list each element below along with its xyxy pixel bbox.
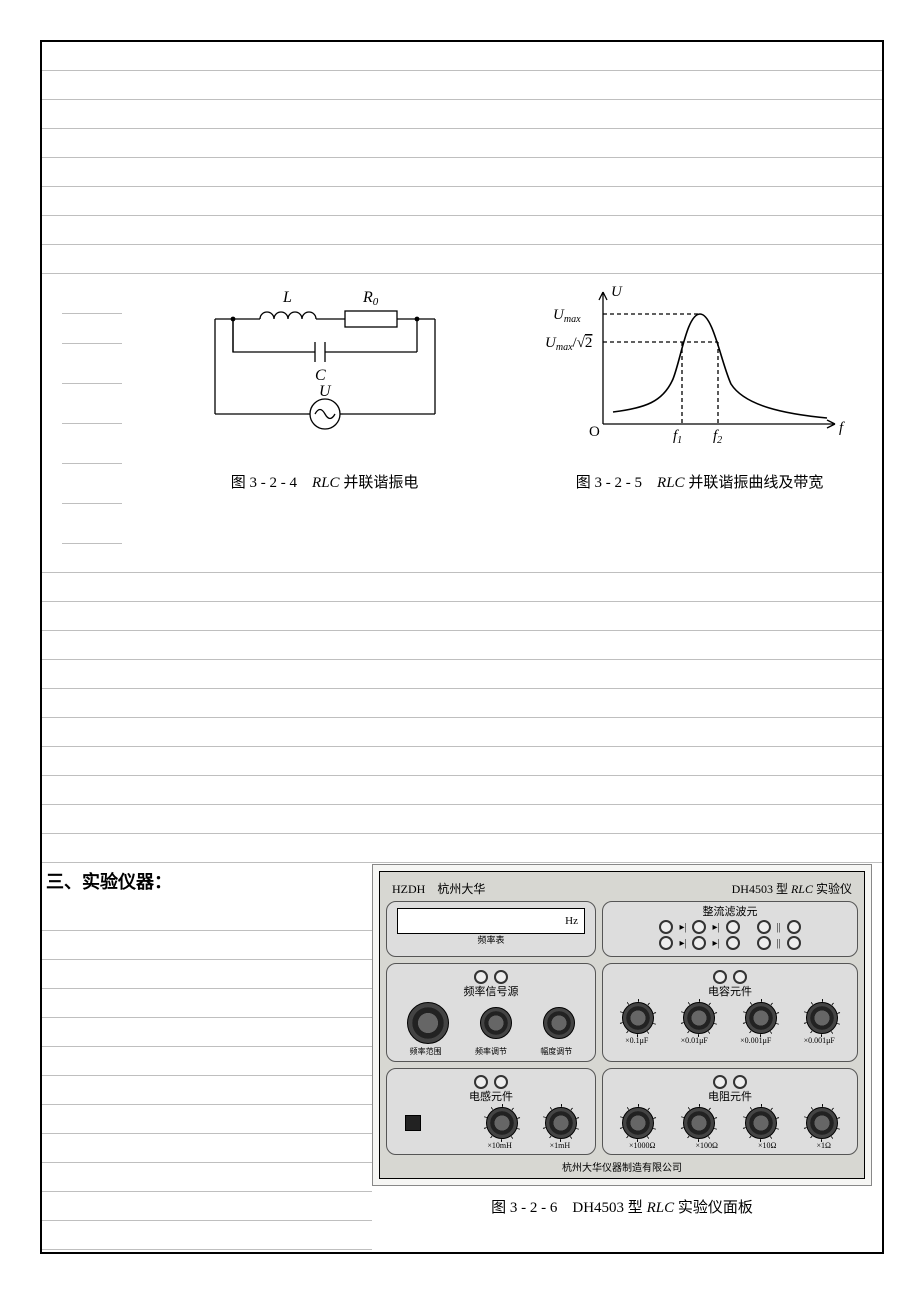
ruled-lines-mid	[42, 544, 882, 864]
label-C: C	[315, 367, 326, 384]
ruled-lines-top	[42, 42, 882, 274]
origin-label: O	[589, 424, 600, 440]
panel-freq-display: Hz 频率表	[386, 901, 596, 957]
panel-signal-source: 频率信号源 频率范围 频率调节 幅度调节	[386, 963, 596, 1062]
ruled-lines-bottom-left	[42, 902, 372, 1252]
panel-capacitor: 电容元件 ×0.1μF ×0.01μF ×0.001μF ×0.001μF	[602, 963, 858, 1062]
freq-range-knob	[407, 1002, 449, 1044]
panel-resistor: 电阻元件 ×1000Ω ×100Ω ×10Ω ×1Ω	[602, 1068, 858, 1155]
axis-label-U: U	[611, 284, 623, 300]
figure-circuit: L R0 C U 图 3 - 2 - 4 RLC 并联谐振电	[152, 284, 497, 492]
bottom-section: 三、实验仪器： HZDH 杭州大华 DH4503 型 RLC 实验仪 Hz	[42, 864, 882, 1252]
label-f1: f1	[673, 428, 682, 446]
caption-fig-a: 图 3 - 2 - 4 RLC 并联谐振电	[231, 471, 419, 492]
panel-footer: 杭州大华仪器制造有限公司	[386, 1155, 858, 1174]
freq-adjust-knob	[480, 1007, 512, 1039]
panel-brand-left: HZDH 杭州大华	[392, 880, 485, 897]
label-umax: Umax	[553, 307, 581, 325]
left-margin-lines	[42, 284, 152, 544]
figure-resonance-curve: U f O Umax Umax/√2 f1 f2 图 3 - 2 - 5 RLC…	[517, 284, 882, 492]
socket-icon	[405, 1115, 421, 1131]
label-U: U	[319, 383, 332, 400]
section-heading: 三、实验仪器：	[42, 864, 372, 894]
axis-label-f: f	[839, 420, 845, 436]
caption-fig-b: 图 3 - 2 - 5 RLC 并联谐振曲线及带宽	[576, 471, 824, 492]
panel-inductor: 电感元件 ×10mH ×1mH	[386, 1068, 596, 1155]
figure-row: L R0 C U 图 3 - 2 - 4 RLC 并联谐振电	[42, 274, 882, 544]
amp-adjust-knob	[543, 1007, 575, 1039]
label-L: L	[282, 289, 292, 306]
caption-fig-c: 图 3 - 2 - 6 DH4503 型 RLC 实验仪面板	[372, 1186, 872, 1221]
panel-rectifier: 整流滤波元 ▸| ▸| || ▸| ▸|	[602, 901, 858, 957]
label-umax-sqrt2: Umax/√2	[545, 335, 592, 353]
label-f2: f2	[713, 428, 722, 446]
panel-brand-right: DH4503 型 RLC 实验仪	[732, 880, 852, 897]
instrument-panel-photo: HZDH 杭州大华 DH4503 型 RLC 实验仪 Hz 频率表	[372, 864, 872, 1186]
